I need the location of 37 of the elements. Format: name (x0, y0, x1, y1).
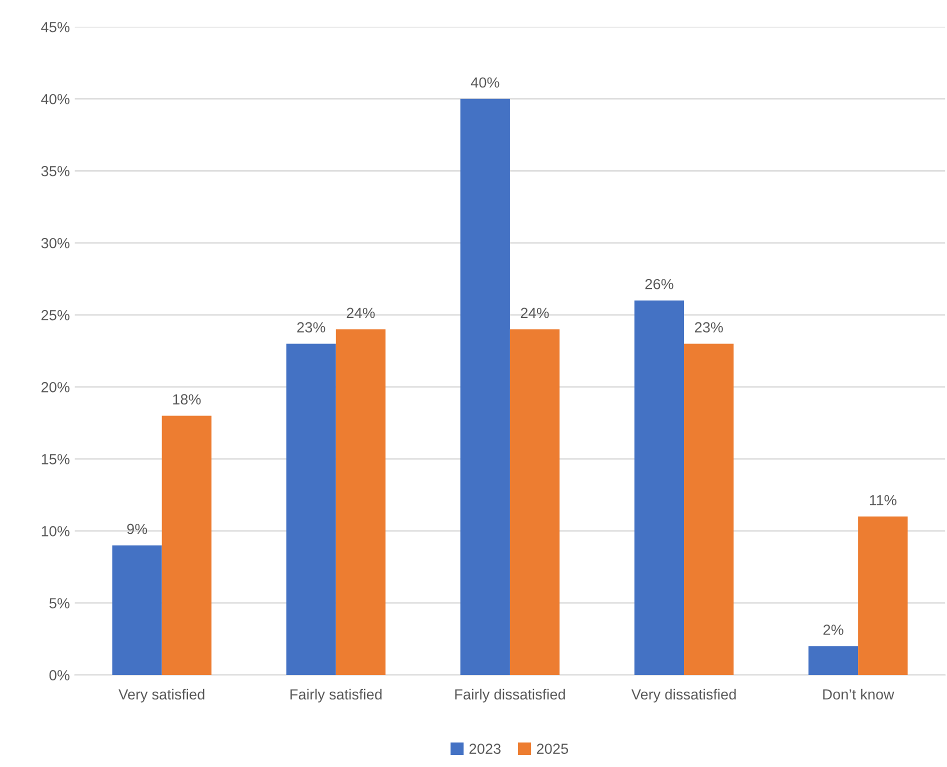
y-tick-label: 20% (42, 382, 70, 392)
y-tick-label: 35% (41, 166, 70, 176)
y-tick-label: 40% (41, 94, 70, 104)
bar (112, 545, 162, 675)
x-tick-label: Very dissatisfied (631, 688, 736, 702)
data-label: 24% (520, 308, 549, 318)
data-label: 26% (645, 278, 674, 290)
x-tick-label: Fairly dissatisfied (455, 688, 565, 702)
bar (510, 329, 560, 675)
bar (336, 329, 386, 675)
x-tick-label: Very satisfied (118, 688, 204, 702)
bar (808, 646, 858, 675)
legend-label: 2023 (470, 744, 501, 754)
bar (460, 98, 510, 675)
y-tick-label: 45% (41, 22, 70, 32)
y-tick-label: 0% (49, 670, 70, 680)
data-label: 18% (173, 394, 201, 404)
y-tick-label: 5% (49, 598, 70, 608)
bar (858, 516, 908, 675)
y-tick-label: 10% (42, 526, 70, 536)
x-tick-label: Don’t know (823, 688, 894, 700)
bar (634, 300, 684, 675)
bar (286, 344, 336, 675)
data-label: 2% (823, 624, 844, 635)
y-tick-label: 25% (42, 310, 70, 320)
x-tick-label: Fairly satisfied (290, 688, 382, 702)
data-label: 24% (346, 308, 375, 318)
data-label: 40% (470, 77, 500, 88)
data-label: 11% (870, 495, 896, 506)
data-label: 9% (127, 524, 148, 534)
bar (162, 416, 212, 675)
data-label: 23% (694, 322, 723, 332)
y-tick-label: 15% (42, 454, 70, 464)
bar (684, 344, 734, 675)
y-tick-label: 30% (41, 238, 70, 248)
legend-label: 2025 (536, 744, 568, 754)
data-label: 23% (297, 322, 326, 332)
